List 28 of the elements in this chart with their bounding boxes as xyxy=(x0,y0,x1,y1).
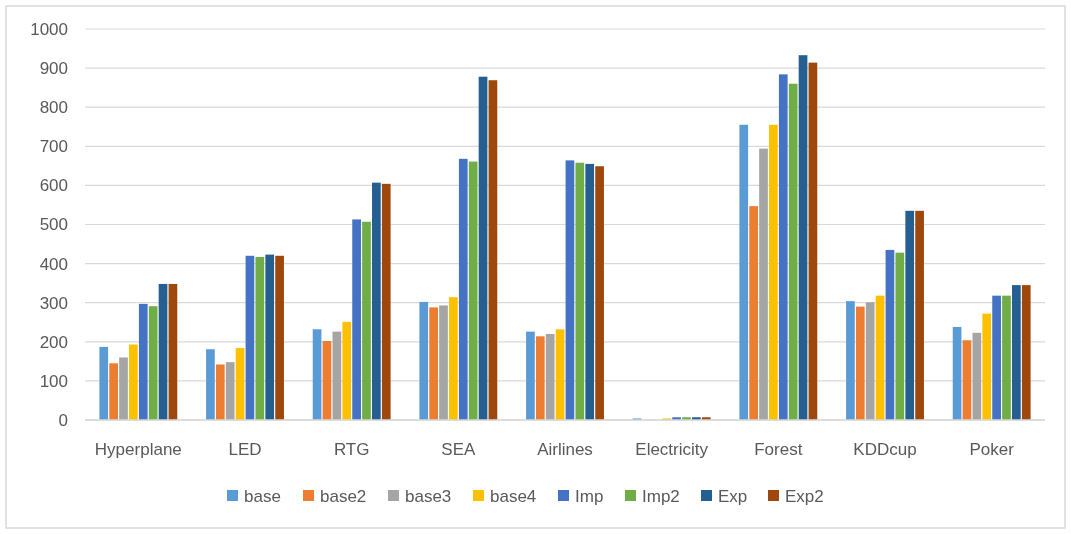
x-tick-label: KDDcup xyxy=(853,440,917,459)
legend-label: Imp2 xyxy=(642,486,680,506)
legend-label: Imp xyxy=(575,486,604,506)
y-tick-label: 900 xyxy=(39,59,68,79)
x-tick-label: Forest xyxy=(754,440,803,459)
y-tick-label: 600 xyxy=(39,176,68,196)
x-tick-label: Hyperplane xyxy=(94,440,182,459)
y-tick-label: 200 xyxy=(39,332,68,352)
legend-label: Exp xyxy=(718,486,748,506)
legend-label: base2 xyxy=(320,486,367,506)
legend-label: base4 xyxy=(490,486,537,506)
x-tick-label: RTG xyxy=(333,440,370,459)
y-tick-label: 800 xyxy=(39,98,68,118)
legend-label: base3 xyxy=(405,486,452,506)
x-tick-label: Poker xyxy=(969,440,1015,459)
legend-label: Exp2 xyxy=(785,486,824,506)
x-tick-label: Electricity xyxy=(635,440,709,459)
y-tick-label: 300 xyxy=(39,293,68,313)
y-tick-label: 700 xyxy=(39,137,68,157)
y-tick-label: 100 xyxy=(39,371,68,391)
y-tick-label: 400 xyxy=(39,254,68,274)
y-tick-label: 1000 xyxy=(30,19,68,39)
x-tick-label: LED xyxy=(228,440,262,459)
x-tick-label: SEA xyxy=(441,440,476,459)
legend-label: base xyxy=(244,486,281,506)
y-tick-label: 500 xyxy=(39,215,68,235)
y-tick-label: 0 xyxy=(58,410,68,430)
x-tick-label: Airlines xyxy=(537,440,593,459)
